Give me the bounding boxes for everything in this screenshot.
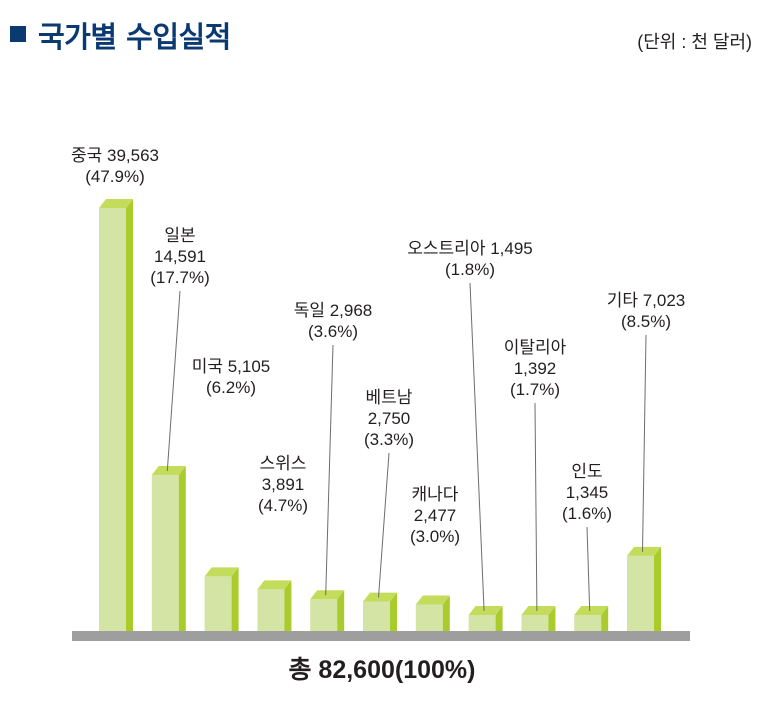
bar-front bbox=[310, 599, 338, 631]
data-label-기타: (8.5%) bbox=[621, 312, 671, 331]
data-label-베트남: 2,750 bbox=[368, 409, 411, 428]
bar-top bbox=[151, 465, 186, 475]
data-label-베트남: (3.3%) bbox=[364, 430, 414, 449]
bar-front bbox=[99, 208, 126, 631]
bar-side bbox=[601, 606, 609, 631]
bar-스위스 bbox=[257, 580, 292, 631]
bar-top bbox=[257, 580, 292, 590]
data-label-미국: 미국 5,105 bbox=[192, 357, 271, 376]
chart-baseline bbox=[72, 631, 690, 641]
title-bullet-icon bbox=[10, 26, 26, 42]
data-label-기타: 기타 7,023 bbox=[607, 291, 686, 310]
data-label-이탈리아: 이탈리아 bbox=[504, 338, 567, 357]
data-label-독일: 독일 2,968 bbox=[294, 301, 373, 320]
bar-side bbox=[390, 592, 397, 631]
data-label-미국: (6.2%) bbox=[206, 378, 256, 397]
data-label-캐나다: 2,477 bbox=[414, 506, 457, 525]
bar-top bbox=[310, 590, 345, 600]
bar-front bbox=[521, 615, 549, 631]
leader-line-베트남 bbox=[378, 452, 390, 598]
bar-side bbox=[337, 590, 345, 631]
bar-top bbox=[204, 567, 239, 577]
bar-오스트리아 bbox=[468, 606, 503, 631]
data-label-일본: 일본 bbox=[164, 226, 195, 245]
bar-인도 bbox=[574, 606, 609, 631]
data-label-스위스: (4.7%) bbox=[258, 496, 308, 515]
bar-top bbox=[468, 606, 503, 615]
leader-line-오스트리아 bbox=[469, 282, 485, 612]
bar-side bbox=[442, 595, 450, 631]
data-label-오스트리아: 오스트리아 1,495 bbox=[407, 239, 532, 258]
data-label-중국: 중국 39,563 bbox=[71, 146, 159, 165]
bar-top bbox=[415, 595, 450, 605]
bar-top bbox=[627, 546, 661, 556]
bar-front bbox=[151, 474, 179, 631]
total-label: 총 82,600(100%) bbox=[288, 656, 476, 684]
bar-front bbox=[468, 615, 496, 631]
bar-top bbox=[363, 592, 397, 602]
leader-line-일본 bbox=[166, 290, 181, 472]
bar-front bbox=[627, 555, 654, 631]
data-label-이탈리아: (1.7%) bbox=[510, 380, 560, 399]
data-label-스위스: 3,891 bbox=[262, 475, 305, 494]
data-label-인도: 인도 bbox=[571, 462, 602, 481]
bar-side bbox=[231, 567, 239, 631]
bar-top bbox=[574, 606, 609, 615]
bar-side bbox=[548, 606, 556, 631]
bar-일본 bbox=[151, 465, 186, 631]
bar-side bbox=[654, 546, 661, 631]
unit-label: (단위 : 천 달러) bbox=[637, 32, 752, 52]
bar-캐나다 bbox=[415, 595, 450, 631]
data-label-이탈리아: 1,392 bbox=[514, 359, 557, 378]
data-label-캐나다: (3.0%) bbox=[410, 527, 460, 546]
leader-line-기타 bbox=[642, 334, 647, 552]
data-label-스위스: 스위스 bbox=[260, 454, 307, 473]
bar-side bbox=[284, 580, 292, 631]
data-label-독일: (3.6%) bbox=[308, 322, 358, 341]
bar-top bbox=[99, 199, 133, 208]
bar-front bbox=[574, 615, 602, 631]
bar-front bbox=[204, 576, 232, 631]
data-label-인도: 1,345 bbox=[566, 483, 609, 502]
bar-중국 bbox=[99, 199, 133, 631]
leader-line-이탈리아 bbox=[534, 402, 538, 612]
bar-이탈리아 bbox=[521, 606, 556, 631]
data-label-캐나다: 캐나다 bbox=[412, 485, 459, 504]
bar-미국 bbox=[204, 567, 239, 631]
bar-front bbox=[415, 604, 443, 631]
data-label-일본: 14,591 bbox=[154, 247, 206, 266]
data-label-인도: (1.6%) bbox=[562, 504, 612, 523]
data-label-중국: (47.9%) bbox=[85, 167, 145, 186]
bar-front bbox=[257, 589, 285, 631]
leader-line-인도 bbox=[586, 526, 591, 612]
data-label-오스트리아: (1.8%) bbox=[445, 260, 495, 279]
data-label-베트남: 베트남 bbox=[366, 388, 413, 407]
leader-line-독일 bbox=[325, 344, 334, 596]
chart-title: 국가별 수입실적 bbox=[38, 20, 231, 54]
bar-독일 bbox=[310, 590, 345, 631]
bar-side bbox=[495, 606, 503, 631]
bar-베트남 bbox=[363, 592, 397, 631]
bar-side bbox=[126, 199, 133, 631]
bar-side bbox=[178, 465, 186, 631]
bar-top bbox=[521, 606, 556, 615]
bar-front bbox=[363, 601, 390, 631]
data-label-일본: (17.7%) bbox=[150, 268, 210, 287]
bar-기타 bbox=[627, 546, 661, 631]
